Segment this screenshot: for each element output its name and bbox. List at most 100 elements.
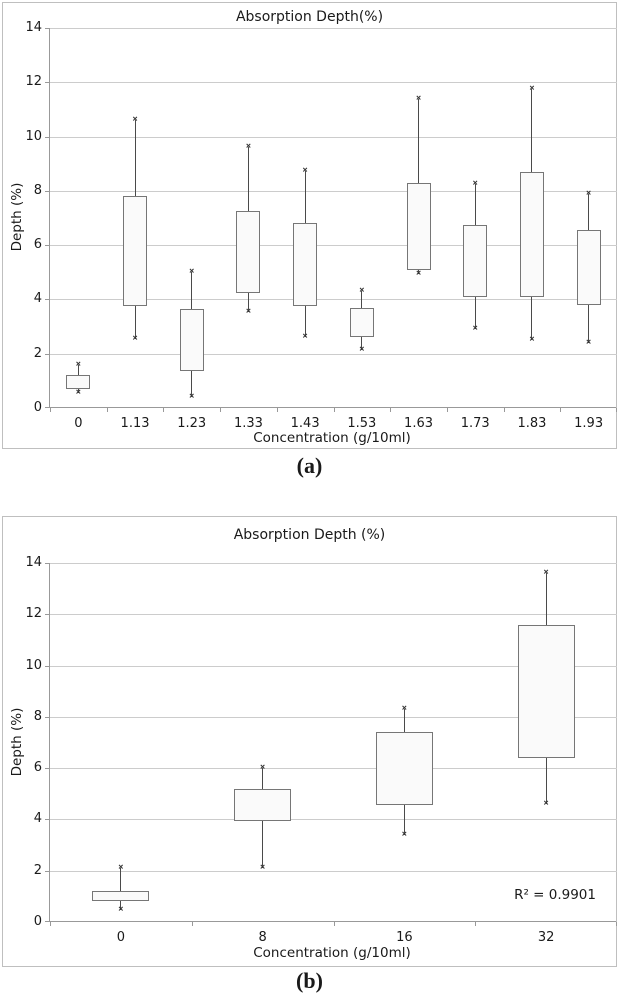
y-tick-label: 12: [25, 74, 42, 90]
x-axis-tick: [333, 408, 335, 412]
box: [123, 196, 148, 307]
gridline: [50, 819, 617, 821]
whisker-low-marker: ×: [245, 306, 252, 317]
y-axis-tick: [45, 563, 49, 564]
caption-b: (b): [296, 968, 323, 993]
x-tick-label: 1.53: [347, 416, 377, 431]
gridline: [50, 614, 617, 616]
whisker-high-marker: ×: [189, 266, 195, 277]
box: [375, 732, 433, 806]
gridline: [50, 665, 617, 667]
x-tick-label: 1.73: [460, 416, 490, 431]
box: [463, 224, 488, 297]
x-axis-tick: [333, 922, 335, 926]
gridline: [50, 136, 617, 138]
x-axis-title-b: Concentration (g/10ml): [253, 945, 411, 961]
panel-a: Absorption Depth(%) Depth (%) 0 2 4 6 8 10 12 1…: [2, 2, 617, 449]
x-tick-label: 1.93: [574, 416, 604, 431]
y-tick-label: 2: [33, 862, 42, 878]
x-axis-tick: [163, 408, 165, 412]
gridline: [50, 299, 617, 301]
y-tick-label: 12: [25, 606, 42, 622]
whisker-high-marker: ×: [529, 83, 535, 94]
x-axis-tick: [50, 922, 51, 926]
x-axis-tick: [390, 408, 392, 412]
box: [517, 624, 575, 758]
whisker-line: [120, 868, 122, 911]
whisker-high-marker: ×: [359, 285, 365, 296]
y-axis-tick: [45, 921, 49, 922]
x-tick-label: 1.83: [517, 416, 547, 431]
whisker-low-marker: ×: [259, 862, 266, 873]
box: [293, 223, 318, 307]
panel-b: Absorption Depth (%) Depth (%) 0 2 4 6 8 10 12…: [2, 516, 617, 967]
y-axis-tick: [45, 136, 49, 138]
whisker-high-marker: ×: [75, 359, 82, 370]
gridline: [50, 716, 617, 718]
whisker-high-marker: ×: [415, 93, 422, 104]
whisker-low-marker: ×: [585, 337, 592, 348]
y-axis-tick: [45, 614, 49, 616]
gridline: [50, 870, 617, 872]
plot-area-a: 0 2 4 6 8 10 12 14 0 1.13 1.23 1.33 1.43 1.53 1.63 1.73…: [25, 20, 617, 431]
whisker-low-marker: ×: [415, 268, 422, 279]
x-tick-label: 1.13: [120, 416, 150, 431]
box: [179, 308, 204, 372]
y-tick-label: 8: [33, 182, 42, 198]
y-tick-label: 10: [25, 128, 42, 144]
x-axis-tick: [220, 408, 222, 412]
whisker-high-marker: ×: [302, 165, 308, 175]
x-axis-tick: [446, 408, 448, 412]
whisker-low-marker: ×: [302, 331, 308, 342]
whisker-low-marker: ×: [401, 829, 408, 840]
r-squared-annotation: R² = 0.9901: [514, 887, 596, 903]
x-axis-tick: [560, 408, 562, 412]
gridline: [50, 768, 617, 770]
y-axis-tick: [45, 190, 49, 192]
x-tick-label: 1.23: [177, 416, 207, 431]
y-tick-label: 2: [33, 345, 42, 361]
box: [406, 182, 431, 270]
x-tick-label: 16: [396, 930, 413, 945]
x-tick-label: 8: [258, 930, 267, 945]
gridline: [50, 82, 617, 84]
box: [92, 891, 150, 902]
y-axis-tick: [45, 819, 49, 821]
caption-a: (a): [296, 453, 323, 478]
y-axis-tick: [45, 870, 49, 872]
y-tick-label: 10: [25, 657, 42, 673]
box: [519, 171, 544, 297]
y-axis-tick: [45, 245, 49, 247]
whisker-low-marker: ×: [118, 904, 124, 915]
y-axis-tick: [45, 407, 49, 408]
box: [234, 788, 292, 821]
x-axis-tick: [616, 922, 617, 926]
gridline: [50, 563, 617, 564]
whisker-high-marker: ×: [585, 188, 592, 199]
x-tick-label: 32: [537, 930, 555, 945]
whisker-low-marker: ×: [529, 334, 535, 345]
x-axis-tick: [475, 922, 477, 926]
x-tick-label: 0: [74, 416, 83, 431]
gridline: [50, 190, 617, 192]
y-axis-tick: [45, 353, 49, 355]
y-tick-label: 6: [33, 237, 42, 253]
x-axis-tick: [106, 408, 108, 412]
y-tick-label: 14: [25, 20, 42, 35]
whisker-low-marker: ×: [189, 391, 195, 402]
x-axis-tick: [50, 408, 51, 412]
y-axis-tick: [45, 665, 49, 667]
x-tick-label: 1.43: [290, 416, 320, 431]
y-axis-tick: [45, 299, 49, 301]
x-axis-tick: [191, 922, 193, 926]
y-axis-tick: [45, 28, 49, 29]
x-tick-label: 1.63: [404, 416, 433, 431]
y-tick-label: 4: [33, 811, 42, 827]
y-tick-label: 4: [33, 291, 42, 307]
x-axis-tick: [503, 408, 505, 412]
x-tick-label: 1.33: [233, 416, 263, 431]
whisker-high-marker: ×: [401, 703, 408, 714]
chart-title-b: Absorption Depth (%): [233, 527, 386, 543]
whisker-low-marker: ×: [75, 387, 82, 398]
